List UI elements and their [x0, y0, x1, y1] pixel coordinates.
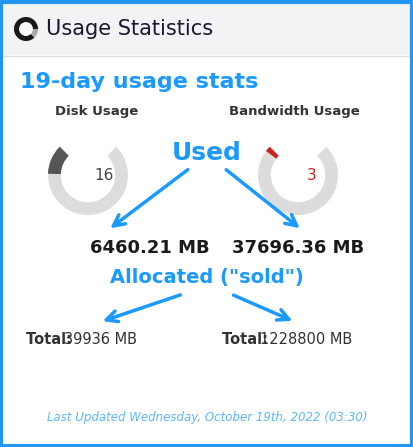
Text: Last Updated Wednesday, October 19th, 2022 (03:30): Last Updated Wednesday, October 19th, 20…	[47, 412, 366, 425]
Text: Total:: Total:	[221, 333, 273, 347]
Wedge shape	[26, 29, 38, 38]
Wedge shape	[48, 147, 128, 215]
Wedge shape	[266, 147, 278, 159]
Text: Allocated ("sold"): Allocated ("sold")	[110, 269, 303, 287]
Text: 19-day usage stats: 19-day usage stats	[20, 72, 258, 92]
FancyBboxPatch shape	[3, 3, 410, 55]
Text: 39936 MB: 39936 MB	[64, 333, 137, 347]
Wedge shape	[14, 17, 38, 41]
Text: 1228800 MB: 1228800 MB	[259, 333, 351, 347]
Text: 6460.21 MB: 6460.21 MB	[90, 239, 209, 257]
Text: Bandwidth Usage: Bandwidth Usage	[228, 105, 358, 118]
Circle shape	[20, 23, 32, 35]
Wedge shape	[257, 147, 337, 215]
Text: Usage Statistics: Usage Statistics	[46, 19, 213, 39]
FancyBboxPatch shape	[3, 55, 410, 444]
Text: Total:: Total:	[26, 333, 77, 347]
Wedge shape	[48, 147, 69, 174]
Text: 37696.36 MB: 37696.36 MB	[231, 239, 363, 257]
Text: 3: 3	[306, 168, 316, 182]
Text: 16: 16	[94, 168, 114, 182]
Text: Disk Usage: Disk Usage	[55, 105, 138, 118]
Text: Used: Used	[172, 141, 241, 165]
